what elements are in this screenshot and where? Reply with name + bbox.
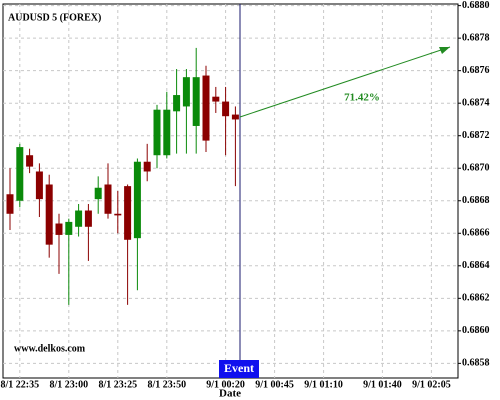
y-tick-label: 0.6868 [462, 195, 490, 206]
y-tick-label: 0.6870 [462, 163, 490, 174]
annotation: 71.42% [344, 92, 380, 104]
y-tick-label: 0.6872 [462, 130, 490, 141]
candle-body [84, 210, 92, 227]
candle-body [143, 161, 151, 172]
event-label: Event [224, 361, 254, 375]
candle-body [192, 77, 200, 126]
x-tick-label: 8/1 23:25 [98, 379, 137, 390]
x-axis-label: Date [219, 388, 241, 400]
x-tick-label: 9/1 00:45 [255, 379, 294, 390]
y-tick-label: 0.6866 [462, 228, 490, 239]
candle-body [26, 155, 34, 167]
candle-body [65, 221, 73, 235]
x-tick-label: 8/1 22:35 [0, 379, 39, 390]
candle-body [182, 77, 190, 107]
candle-body [222, 101, 230, 117]
candle-body [75, 210, 83, 227]
candle-body [133, 161, 141, 239]
y-tick-label: 0.6876 [462, 65, 490, 76]
y-tick-label: 0.6874 [462, 97, 490, 108]
candle-body [202, 75, 210, 141]
candle-body [6, 194, 14, 214]
candles [6, 47, 239, 305]
candle-body [55, 223, 63, 235]
y-tick-label: 0.6858 [462, 358, 490, 369]
y-tick-label: 0.6860 [462, 325, 490, 336]
plot-frame [2, 3, 459, 379]
candle-body [45, 184, 53, 245]
x-tick-label: 9/1 02:05 [412, 379, 451, 390]
candle-body [94, 187, 102, 200]
candle-body [173, 95, 181, 112]
y-tick-label: 0.6862 [462, 293, 490, 304]
candle-body [212, 96, 220, 102]
x-tick-label: 8/1 23:00 [49, 379, 88, 390]
forecast-arrow [239, 46, 451, 118]
candle-body [35, 171, 43, 200]
candle-body [163, 109, 171, 156]
y-tick-label: 0.6880 [462, 0, 490, 11]
candle-body [114, 213, 122, 216]
x-tick-label: 9/1 00:20 [206, 379, 245, 390]
candle-body [231, 114, 239, 120]
watermark: www.delkos.com [14, 343, 86, 354]
candle-body [124, 186, 132, 240]
x-tick-label: 9/1 01:40 [363, 379, 402, 390]
x-tick-label: 9/1 01:10 [304, 379, 343, 390]
y-tick-label: 0.6864 [462, 260, 490, 271]
candle-body [104, 184, 112, 214]
arrow-head [439, 47, 450, 54]
y-tick-label: 0.6878 [462, 32, 490, 43]
chart-title: AUDUSD 5 (FOREX) [8, 12, 101, 23]
candle-body [16, 147, 24, 201]
candle-body [153, 109, 161, 156]
x-tick-label: 8/1 23:50 [147, 379, 186, 390]
event-box [219, 360, 259, 378]
